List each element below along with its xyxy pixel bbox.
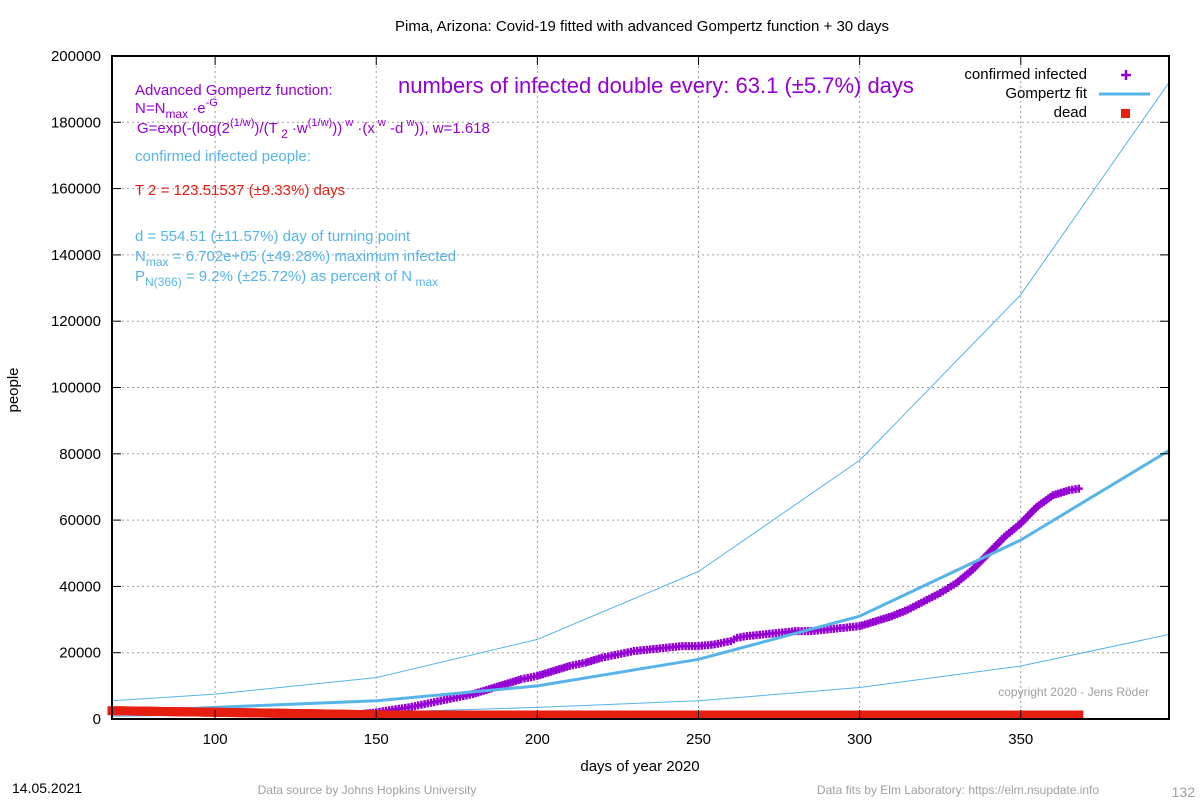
plot-frame	[111, 55, 1170, 720]
y-tick-label: 0	[93, 711, 101, 728]
dead-point	[1074, 710, 1084, 720]
x-tick-label: 200	[525, 731, 550, 748]
axis-ticks: 0 20000 40000 60000 80000 100000 120000 140000 1…	[51, 48, 1169, 748]
confirmed-point	[1074, 484, 1083, 493]
y-tick-label: 120000	[51, 313, 101, 330]
x-tick-label: 250	[686, 731, 711, 748]
x-tick-label: 300	[847, 731, 872, 748]
formula-g: G=exp(-(log(2(1/w))/(T 2 ·w(1/w))) w ·(x…	[137, 117, 490, 141]
x-tick-label: 350	[1008, 731, 1033, 748]
legend-marker-confirmed	[1121, 70, 1131, 80]
x-tick-label: 100	[203, 731, 228, 748]
x-tick-label: 150	[364, 731, 389, 748]
confirmed-header: confirmed infected people:	[135, 148, 311, 165]
y-tick-label: 140000	[51, 247, 101, 264]
t2-text: T 2 = 123.51537 (±9.33%) days	[135, 182, 345, 199]
gompertz-confidence-line	[111, 82, 1170, 702]
n-max-text: Nmax = 6.702e+05 (±49.28%) maximum infec…	[135, 248, 456, 269]
chart-title: Pima, Arizona: Covid-19 fitted with adva…	[395, 18, 889, 35]
grid-lines	[112, 56, 1169, 719]
y-tick-label: 20000	[59, 645, 101, 662]
w-value: w=1.618	[432, 120, 490, 137]
series-layer	[107, 82, 1170, 720]
series-dead	[107, 706, 1084, 720]
y-tick-label: 60000	[59, 512, 101, 529]
x-axis-label: days of year 2020	[580, 758, 699, 775]
footer-page-number: 132	[1172, 784, 1196, 800]
series-gompertz-fit	[111, 449, 1170, 714]
p-text: PN(366) = 9.2% (±25.72%) as percent of N…	[135, 268, 438, 289]
y-tick-label: 80000	[59, 446, 101, 463]
legend-label-gompertz: Gompertz fit	[1005, 85, 1088, 102]
turning-point-text: d = 554.51 (±11.57%) day of turning poin…	[135, 228, 411, 245]
y-tick-label: 40000	[59, 578, 101, 595]
legend: confirmed infected Gompertz fit dead	[964, 66, 1150, 121]
y-tick-label: 100000	[51, 380, 101, 397]
y-axis-label: people	[5, 367, 22, 412]
y-tick-label: 200000	[51, 48, 101, 65]
y-tick-label: 180000	[51, 114, 101, 131]
legend-label-confirmed: confirmed infected	[964, 66, 1087, 83]
y-tick-label: 160000	[51, 181, 101, 198]
formula-n: N=Nmax ·e-G	[135, 97, 218, 121]
doubling-text: numbers of infected double every: 63.1 (…	[398, 73, 914, 98]
formula-annotation: Advanced Gompertz function: N=Nmax ·e-G …	[135, 82, 490, 289]
footer-fits: Data fits by Elm Laboratory: https://elm…	[817, 783, 1099, 797]
legend-marker-dead	[1121, 109, 1130, 118]
footer-source: Data source by Johns Hopkins University	[258, 783, 477, 797]
legend-label-dead: dead	[1054, 104, 1087, 121]
copyright-text: copyright 2020 - Jens Röder	[998, 685, 1149, 699]
footer-date: 14.05.2021	[12, 780, 82, 796]
formula-title: Advanced Gompertz function:	[135, 82, 333, 99]
